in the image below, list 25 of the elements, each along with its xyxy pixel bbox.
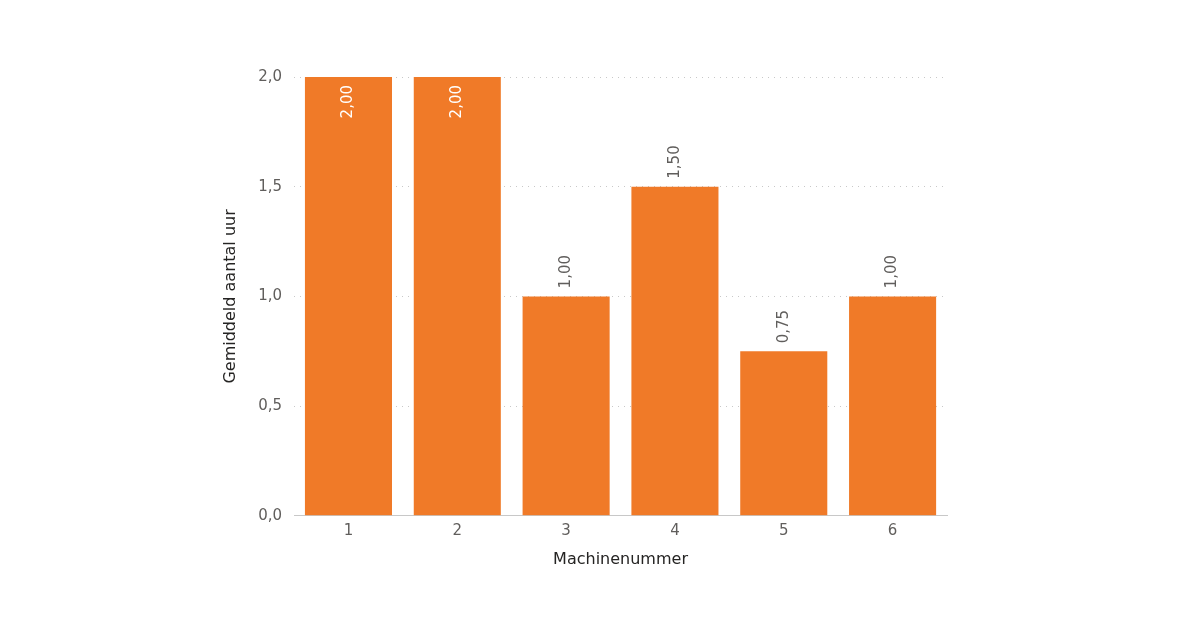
x-tick-label: 4 [670,520,680,539]
bar [413,77,501,516]
y-tick-label: 0,0 [258,505,283,524]
data-label: 2,00 [447,85,466,119]
x-tick-label: 1 [343,520,354,539]
y-tick-label: 1,0 [258,286,283,305]
y-tick-label: 2,0 [258,66,283,85]
y-axis-title: Gemiddeld aantal uur [219,208,239,384]
bar [522,296,610,516]
x-tick-label: 2 [452,520,463,539]
data-label: 0,75 [773,309,792,344]
bar [740,351,828,516]
data-label: 1,00 [882,254,901,289]
data-label: 1,50 [664,145,683,179]
data-label: 2,00 [338,85,357,119]
bar [849,296,937,516]
y-tick-label: 1,5 [258,176,283,195]
x-tick-label: 3 [561,520,571,539]
x-tick-label: 6 [887,520,898,539]
x-axis-title: Machinenummer [553,548,689,568]
y-tick-label: 0,5 [258,395,283,414]
data-label: 1,00 [556,254,575,289]
bar [631,186,719,516]
x-tick-label: 5 [778,520,789,539]
bar [304,77,392,516]
